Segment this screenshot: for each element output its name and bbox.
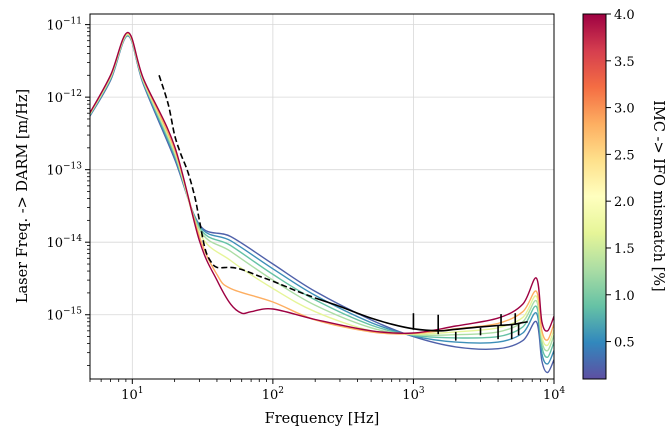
colorbar-tick-label: 3.5 xyxy=(614,55,635,70)
y-tick-label: 10−11 xyxy=(46,17,82,34)
measurement-trace xyxy=(158,75,528,341)
y-tick-label: 10−15 xyxy=(46,307,82,324)
colorbar-tick-label: 2.5 xyxy=(614,148,635,163)
y-tick-label: 10−13 xyxy=(46,162,82,179)
colorbar-tick-label: 0.5 xyxy=(614,336,635,351)
axis-ticks: 101 102 103 104 10−15 10−14 10−13 10−12 10−11 xyxy=(46,17,565,403)
x-axis-label: Frequency [Hz] xyxy=(265,411,380,427)
colorbar-tick-label: 2.0 xyxy=(614,195,635,210)
y-axis-label: Laser Freq. -> DARM [m/Hz] xyxy=(15,89,31,303)
colorbar-tick-label: 4.0 xyxy=(614,8,635,23)
colorbar xyxy=(582,13,607,380)
x-tick-label: 104 xyxy=(543,386,566,403)
x-tick-label: 103 xyxy=(402,386,425,403)
y-tick-label: 10−14 xyxy=(46,234,82,251)
series-lines xyxy=(90,31,554,374)
colorbar-tick-label: 1.5 xyxy=(614,242,635,257)
plot-frame xyxy=(89,13,555,380)
series-line-mismatch xyxy=(90,31,554,335)
colorbar-ticks: 0.5 1.0 1.5 2.0 2.5 3.0 3.5 4.0 xyxy=(606,8,635,351)
x-tick-label: 101 xyxy=(121,386,143,403)
colorbar-tick-label: 1.0 xyxy=(614,289,635,304)
colorbar-label: IMC -> IFO mismatch [%] xyxy=(650,100,666,291)
y-tick-label: 10−12 xyxy=(46,89,82,106)
measurement-dashed-line xyxy=(158,75,316,299)
plot-background xyxy=(90,14,554,379)
x-tick-label: 102 xyxy=(262,386,284,403)
colorbar-tick-label: 3.0 xyxy=(614,102,635,117)
